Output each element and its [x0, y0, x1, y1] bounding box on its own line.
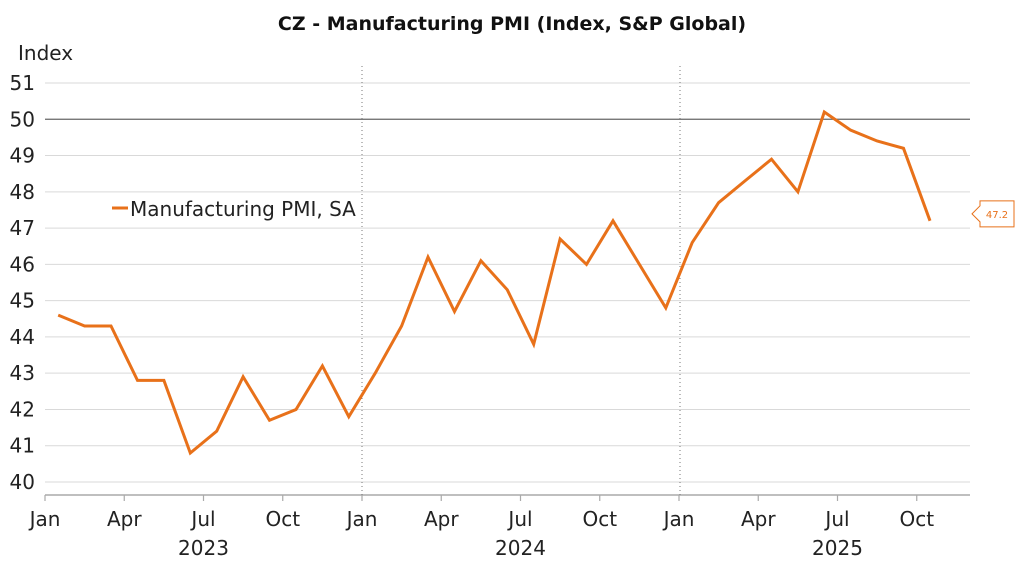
x-tick-label: Jul: [189, 507, 215, 531]
x-tick-labels: Jan Apr Jul Oct Jan Apr Jul Oct Jan Apr Jul Oct 2023…: [28, 495, 934, 560]
y-tick-label: 49: [10, 144, 35, 168]
series-line: [57, 109, 932, 456]
y-tick-label: 40: [10, 470, 35, 494]
x-tick-label: Apr: [424, 507, 459, 531]
y-tick-label: 50: [10, 107, 35, 131]
year-label: 2024: [495, 536, 546, 560]
y-tick-labels: 40 41 42 43 44 45 46 47 48 49 50 51: [10, 71, 35, 494]
legend-label: Manufacturing PMI, SA: [130, 197, 356, 221]
y-tick-label: 47: [10, 216, 35, 240]
y-tick-label: 44: [10, 325, 35, 349]
y-tick-label: 41: [10, 434, 35, 458]
x-tick-label: Jul: [823, 507, 849, 531]
year-label: 2023: [178, 536, 229, 560]
x-tick-label: Oct: [899, 507, 934, 531]
x-tick-label: Apr: [107, 507, 142, 531]
x-tick-label: Jul: [506, 507, 532, 531]
x-tick-label: Jan: [662, 507, 695, 531]
y-axis-label: Index: [18, 41, 73, 65]
end-value-label: 47.2: [986, 210, 1008, 221]
x-tick-label: Jan: [28, 507, 61, 531]
y-tick-label: 46: [10, 252, 35, 276]
x-tick-label: Oct: [582, 507, 617, 531]
legend: Manufacturing PMI, SA: [112, 197, 356, 221]
year-label: 2025: [812, 536, 863, 560]
y-tick-label: 45: [10, 289, 35, 313]
end-value-callout: 47.2: [971, 200, 1015, 228]
x-tick-label: Apr: [741, 507, 776, 531]
year-separators: [361, 66, 681, 495]
grid-layer: [45, 82, 970, 496]
chart-title: CZ - Manufacturing PMI (Index, S&P Globa…: [278, 13, 746, 35]
x-tick-label: Oct: [265, 507, 300, 531]
y-tick-label: 43: [10, 361, 35, 385]
y-tick-label: 42: [10, 397, 35, 421]
x-tick-label: Jan: [345, 507, 378, 531]
y-tick-label: 51: [10, 71, 35, 95]
series-layer: [57, 109, 932, 456]
y-tick-label: 48: [10, 180, 35, 204]
end-value-box: [971, 200, 1015, 228]
